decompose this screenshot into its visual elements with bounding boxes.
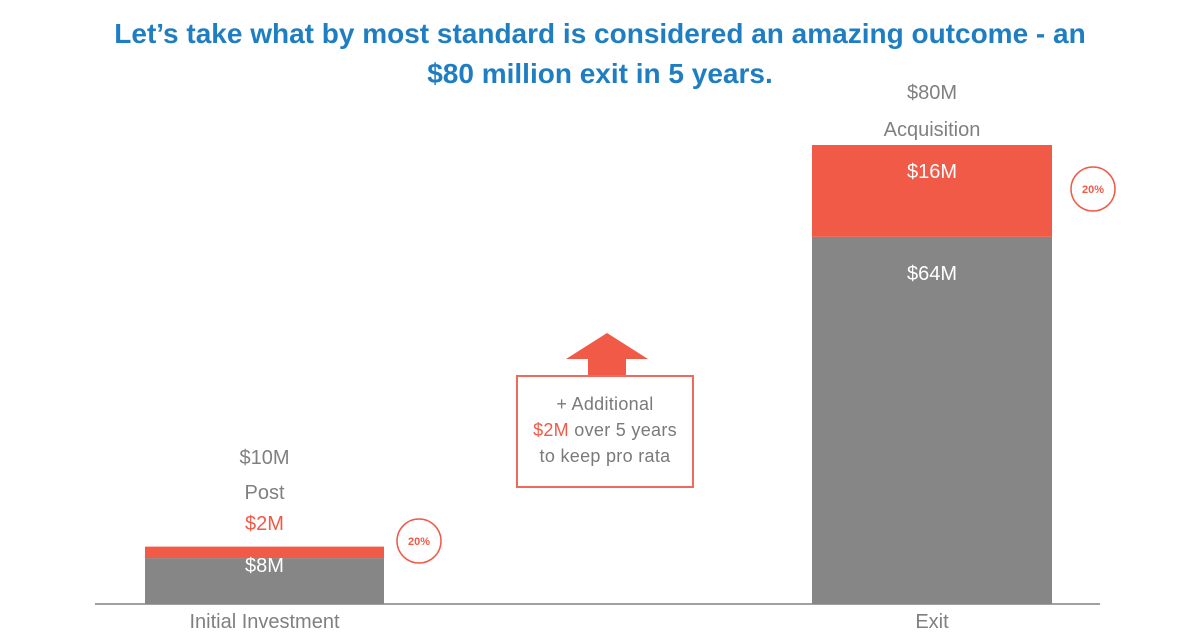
up-arrow-icon (566, 333, 648, 377)
other-value-label-0: $8M (245, 555, 284, 577)
total-value-label-1: $80M (907, 82, 957, 104)
stake-badge-circle-0 (396, 518, 442, 564)
stake-badge-label-1: 20% (1082, 184, 1104, 196)
callout-line-2: $2M over 5 years (518, 417, 692, 443)
title-line-2: $80 million exit in 5 years. (427, 58, 773, 89)
bar-stake-1 (812, 145, 1052, 237)
bar-other-0 (145, 558, 384, 604)
stake-value-label-0: $2M (245, 513, 284, 535)
additional-investment-callout: + Additional $2M over 5 years to keep pr… (516, 375, 694, 488)
total-caption-label-1: Acquisition (884, 119, 981, 141)
slide-title: Let’s take what by most standard is cons… (0, 14, 1200, 94)
callout-line-3: to keep pro rata (539, 446, 671, 466)
stake-value-label-1: $16M (907, 161, 957, 183)
total-value-label-0: $10M (239, 447, 289, 469)
category-label-0: Initial Investment (189, 611, 340, 632)
callout-line-1: + Additional (556, 394, 654, 414)
other-value-label-1: $64M (907, 263, 957, 285)
callout-period: over 5 years (568, 420, 677, 440)
stake-badge-circle-1 (1070, 166, 1116, 212)
bar-other-1 (812, 236, 1052, 605)
title-line-1: Let’s take what by most standard is cons… (114, 18, 1086, 49)
category-label-1: Exit (915, 611, 949, 632)
total-caption-label-0: Post (244, 482, 284, 504)
stake-badge-label-0: 20% (408, 536, 430, 548)
callout-amount: $2M (533, 420, 569, 440)
bar-stake-0 (145, 546, 384, 559)
